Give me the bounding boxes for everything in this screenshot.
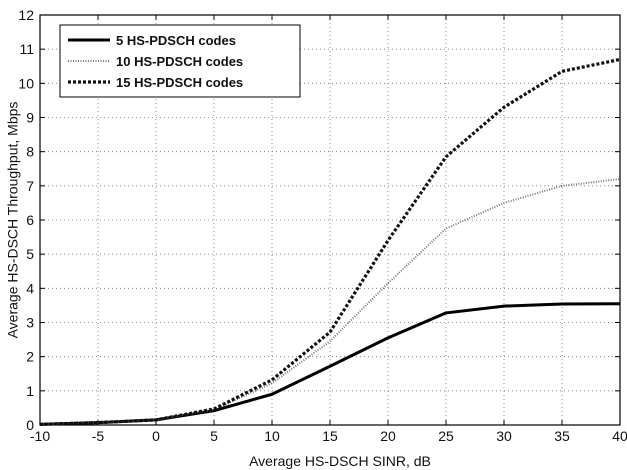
y-tick-label: 0 <box>26 417 34 433</box>
y-tick-label: 1 <box>26 383 34 399</box>
y-axis-title: Average HS-DSCH Throughput, Mbps <box>5 102 21 339</box>
y-tick-label: 9 <box>26 110 34 126</box>
x-tick-label: 40 <box>612 428 627 444</box>
legend: 5 HS-PDSCH codes 10 HS-PDSCH codes 15 HS… <box>59 24 301 98</box>
series-lines <box>39 57 621 426</box>
y-tick-label: 8 <box>26 144 34 160</box>
y-tick-label: 5 <box>26 246 34 262</box>
x-tick-label: 10 <box>264 428 280 444</box>
x-tick-label: -5 <box>92 428 105 444</box>
x-axis-tick-labels: -10 -5 0 5 10 15 20 25 30 35 40 <box>30 428 627 444</box>
y-tick-label: 3 <box>26 315 34 331</box>
y-tick-label: 12 <box>18 7 34 23</box>
x-tick-label: 30 <box>496 428 512 444</box>
legend-label-10-codes: 10 HS-PDSCH codes <box>116 54 243 69</box>
y-tick-label: 11 <box>19 41 34 57</box>
x-tick-label: 35 <box>554 428 570 444</box>
x-tick-label: 15 <box>322 428 338 444</box>
y-tick-label: 10 <box>18 75 34 91</box>
series-line-15-codes <box>39 57 621 426</box>
y-tick-label: 4 <box>26 280 34 296</box>
legend-label-15-codes: 15 HS-PDSCH codes <box>116 75 243 90</box>
x-axis-title: Average HS-DSCH SINR, dB <box>249 453 431 469</box>
x-tick-label: -10 <box>30 428 50 444</box>
legend-label-5-codes: 5 HS-PDSCH codes <box>116 33 236 48</box>
x-tick-label: 5 <box>210 428 218 444</box>
series-line-5-codes <box>39 302 621 426</box>
y-tick-label: 7 <box>26 178 34 194</box>
series-line-10-codes <box>39 178 621 426</box>
y-tick-label: 2 <box>26 349 34 365</box>
x-tick-label: 20 <box>380 428 396 444</box>
x-tick-label: 0 <box>152 428 160 444</box>
y-tick-label: 6 <box>26 212 34 228</box>
legend-box <box>59 24 301 98</box>
x-tick-label: 25 <box>438 428 454 444</box>
